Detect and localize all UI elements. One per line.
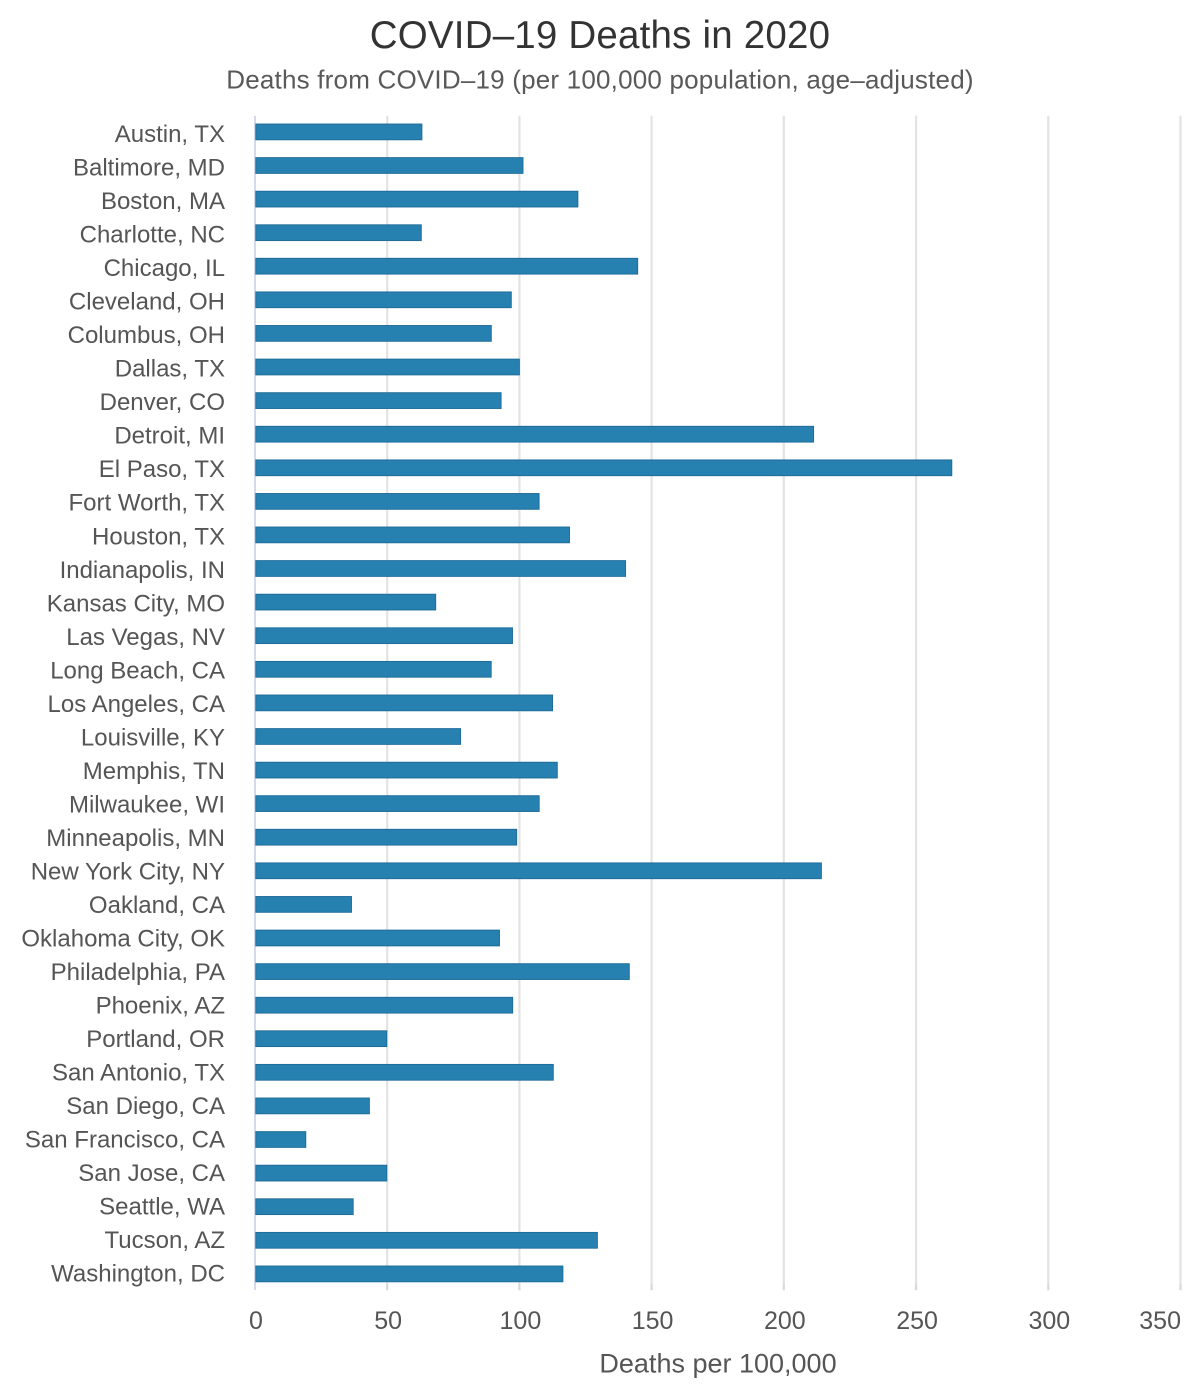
svg-text:100: 100 xyxy=(500,1307,542,1335)
svg-text:Baltimore, MD: Baltimore, MD xyxy=(73,155,225,182)
svg-text:50: 50 xyxy=(374,1307,402,1335)
svg-text:San Antonio, TX: San Antonio, TX xyxy=(52,1060,225,1087)
svg-text:Dallas, TX: Dallas, TX xyxy=(115,356,225,383)
svg-text:Austin, TX: Austin, TX xyxy=(115,121,225,148)
svg-text:Memphis, TN: Memphis, TN xyxy=(83,758,225,785)
svg-text:Deaths from COVID–19 (per 100,: Deaths from COVID–19 (per 100,000 popula… xyxy=(226,65,973,95)
svg-text:Deaths per 100,000: Deaths per 100,000 xyxy=(599,1348,836,1378)
svg-text:Chicago, IL: Chicago, IL xyxy=(104,255,225,282)
svg-text:Seattle, WA: Seattle, WA xyxy=(99,1194,225,1221)
svg-text:San Francisco, CA: San Francisco, CA xyxy=(25,1127,225,1154)
svg-text:Charlotte, NC: Charlotte, NC xyxy=(80,222,225,249)
svg-text:Indianapolis, IN: Indianapolis, IN xyxy=(60,557,225,584)
svg-text:Milwaukee, WI: Milwaukee, WI xyxy=(69,791,225,818)
svg-text:Portland, OR: Portland, OR xyxy=(86,1026,225,1053)
svg-text:Long Beach, CA: Long Beach, CA xyxy=(50,657,225,684)
svg-text:Detroit, MI: Detroit, MI xyxy=(114,423,225,450)
svg-text:COVID–19 Deaths in 2020: COVID–19 Deaths in 2020 xyxy=(370,14,830,57)
svg-text:250: 250 xyxy=(896,1307,938,1335)
svg-text:El Paso, TX: El Paso, TX xyxy=(99,456,225,483)
svg-text:Oakland, CA: Oakland, CA xyxy=(89,892,225,919)
svg-text:200: 200 xyxy=(764,1307,806,1335)
svg-text:300: 300 xyxy=(1028,1307,1070,1335)
svg-text:Columbus, OH: Columbus, OH xyxy=(68,322,225,349)
svg-text:Phoenix, AZ: Phoenix, AZ xyxy=(96,993,225,1020)
svg-text:Fort Worth, TX: Fort Worth, TX xyxy=(69,490,225,517)
svg-text:350: 350 xyxy=(1139,1307,1181,1335)
svg-text:150: 150 xyxy=(632,1307,674,1335)
svg-text:Denver, CO: Denver, CO xyxy=(100,389,225,416)
svg-text:Oklahoma City, OK: Oklahoma City, OK xyxy=(21,926,225,953)
svg-text:Las Vegas, NV: Las Vegas, NV xyxy=(66,624,225,651)
svg-text:Cleveland, OH: Cleveland, OH xyxy=(69,289,225,316)
svg-text:Boston, MA: Boston, MA xyxy=(101,188,225,215)
svg-text:0: 0 xyxy=(249,1307,263,1335)
svg-text:San Jose, CA: San Jose, CA xyxy=(78,1160,225,1187)
svg-text:Louisville, KY: Louisville, KY xyxy=(81,724,225,751)
svg-text:Houston, TX: Houston, TX xyxy=(92,523,225,550)
svg-text:Washington, DC: Washington, DC xyxy=(51,1261,225,1288)
svg-text:Minneapolis, MN: Minneapolis, MN xyxy=(46,825,225,852)
svg-text:New York City, NY: New York City, NY xyxy=(31,859,225,886)
svg-text:Kansas City, MO: Kansas City, MO xyxy=(47,590,225,617)
svg-text:San Diego, CA: San Diego, CA xyxy=(66,1093,225,1120)
svg-text:Tucson, AZ: Tucson, AZ xyxy=(105,1227,226,1254)
svg-text:Los Angeles, CA: Los Angeles, CA xyxy=(48,691,225,718)
svg-text:Philadelphia, PA: Philadelphia, PA xyxy=(51,959,225,986)
